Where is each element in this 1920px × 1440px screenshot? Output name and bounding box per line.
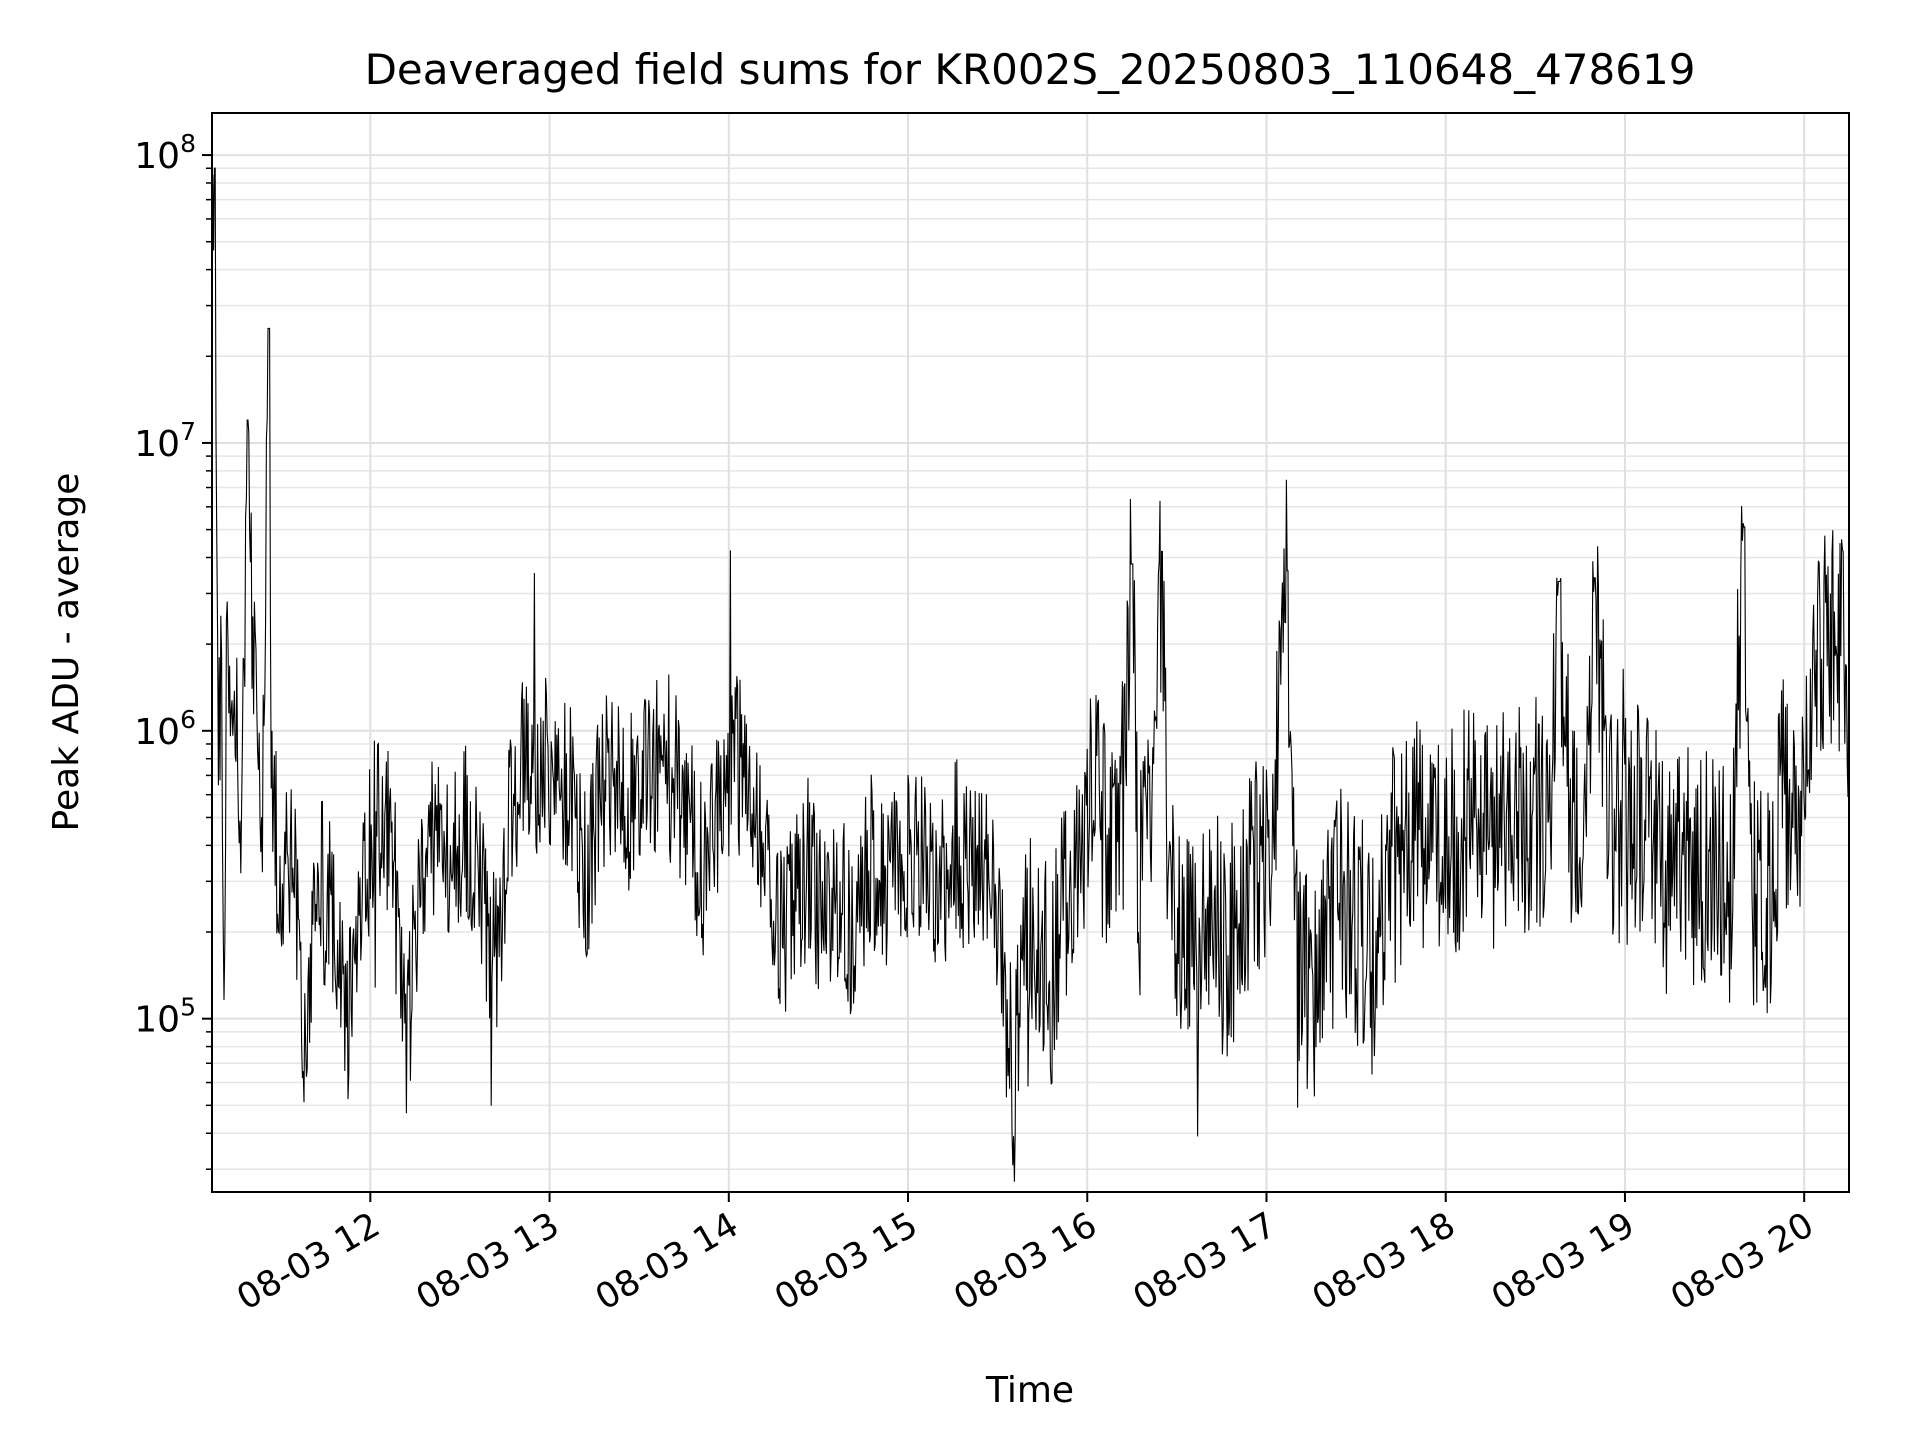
- series-line: [212, 167, 1849, 1182]
- y-tick-label: 106: [134, 705, 196, 753]
- y-tick-label: 107: [134, 417, 196, 465]
- y-tick-label: 108: [134, 129, 196, 177]
- y-axis-ticks: 105 106 107 108: [134, 129, 212, 1170]
- series-layer: [212, 167, 1849, 1182]
- grid-major: [212, 113, 1849, 1192]
- y-tick-label: 105: [134, 993, 196, 1041]
- x-axis-label: Time: [985, 1370, 1074, 1411]
- plot-frame: [211, 112, 1850, 1193]
- y-axis-label: Peak ADU - average: [46, 473, 87, 832]
- chart-title: Deaveraged field sums for KR002S_2025080…: [365, 45, 1696, 94]
